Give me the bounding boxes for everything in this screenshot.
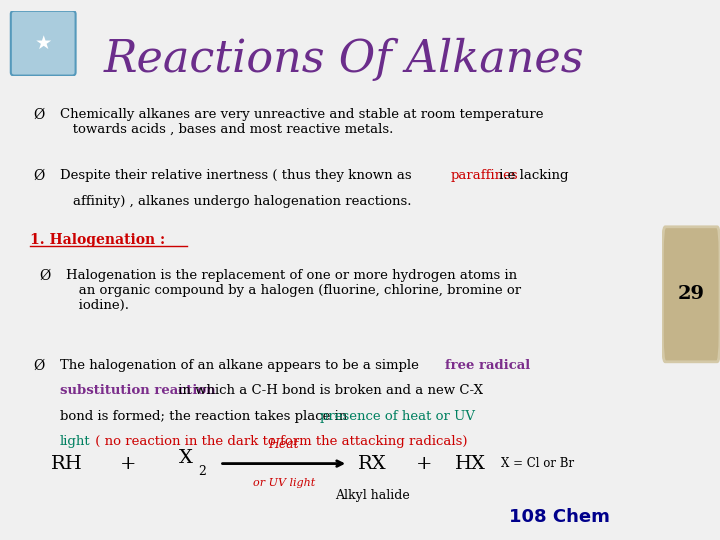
FancyBboxPatch shape [11, 11, 76, 76]
Text: Alkyl halide: Alkyl halide [336, 489, 410, 502]
Text: Ø: Ø [40, 269, 51, 283]
FancyBboxPatch shape [662, 227, 720, 362]
Text: 29: 29 [678, 285, 705, 303]
Text: Heat: Heat [269, 438, 300, 451]
Text: ★: ★ [35, 33, 52, 53]
Text: +: + [120, 455, 136, 472]
Text: paraffines: paraffines [451, 169, 518, 182]
Text: Chemically alkanes are very unreactive and stable at room temperature
   towards: Chemically alkanes are very unreactive a… [60, 108, 543, 136]
Text: 1. Halogenation :: 1. Halogenation : [30, 233, 165, 247]
Text: in which a C-H bond is broken and a new C-X: in which a C-H bond is broken and a new … [174, 384, 482, 397]
Text: Ø: Ø [33, 169, 45, 183]
Text: light: light [60, 435, 90, 448]
Text: HX: HX [455, 455, 486, 472]
Text: Reactions Of Alkanes: Reactions Of Alkanes [104, 38, 585, 81]
Text: 108 Chem: 108 Chem [508, 509, 609, 526]
Text: affinity) , alkanes undergo halogenation reactions.: affinity) , alkanes undergo halogenation… [73, 195, 411, 208]
Text: presence of heat or UV: presence of heat or UV [320, 410, 475, 423]
Text: Halogenation is the replacement of one or more hydrogen atoms in
   an organic c: Halogenation is the replacement of one o… [66, 269, 521, 312]
Text: substitution reaction: substitution reaction [60, 384, 215, 397]
Text: RH: RH [50, 455, 83, 472]
Text: RX: RX [359, 455, 387, 472]
Text: Ø: Ø [33, 108, 45, 122]
Text: ( no reaction in the dark to form the attacking radicals): ( no reaction in the dark to form the at… [91, 435, 468, 448]
Text: The halogenation of an alkane appears to be a simple: The halogenation of an alkane appears to… [60, 359, 423, 372]
Text: 2: 2 [199, 465, 207, 478]
Text: i.e lacking: i.e lacking [495, 169, 569, 182]
Text: Despite their relative inertness ( thus they known as: Despite their relative inertness ( thus … [60, 169, 415, 182]
Text: X = Cl or Br: X = Cl or Br [501, 457, 575, 470]
Text: free radical: free radical [445, 359, 531, 372]
Text: bond is formed; the reaction takes place in: bond is formed; the reaction takes place… [60, 410, 351, 423]
Text: or UV light: or UV light [253, 477, 315, 488]
Text: +: + [416, 455, 433, 472]
Text: Ø: Ø [33, 359, 45, 373]
Text: X: X [179, 449, 193, 467]
